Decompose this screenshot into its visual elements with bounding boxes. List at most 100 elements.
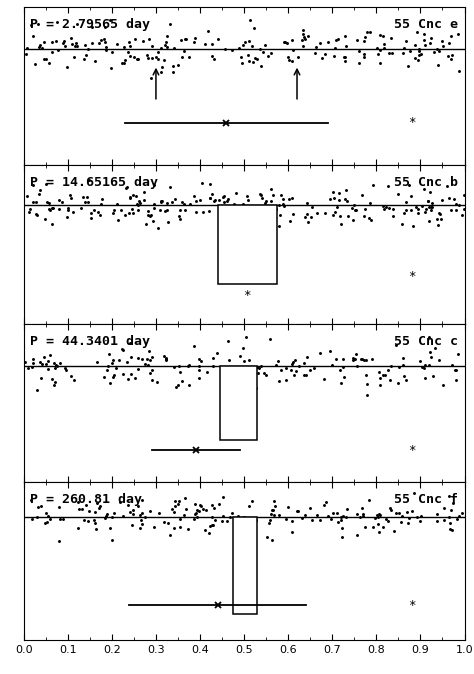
Point (268, 535, 276, 546)
Point (439, 41, 447, 52)
Point (61, 40, 69, 51)
Point (436, 355, 443, 365)
Point (169, 66, 176, 77)
Point (455, 29, 462, 40)
Point (53, 36, 60, 47)
Point (22, 49, 30, 60)
Point (376, 510, 383, 520)
Text: *: * (244, 289, 251, 303)
Point (106, 15, 114, 26)
Point (358, 354, 365, 365)
Point (230, 199, 238, 210)
Point (46, 349, 54, 360)
Point (100, 34, 108, 44)
Point (242, 361, 249, 372)
Point (171, 193, 178, 204)
Point (258, 361, 265, 372)
Point (210, 361, 217, 371)
Point (74, 497, 82, 508)
Point (210, 54, 218, 65)
Point (301, 370, 308, 381)
Point (402, 375, 410, 386)
Text: 55 Cnc c: 55 Cnc c (394, 334, 458, 348)
Point (283, 514, 290, 524)
Point (343, 40, 350, 51)
Point (246, 55, 253, 66)
Point (181, 199, 188, 210)
Point (199, 503, 207, 514)
Point (253, 515, 260, 526)
Point (170, 362, 178, 373)
Point (158, 196, 165, 207)
Point (55, 502, 62, 513)
Point (356, 512, 364, 522)
Point (109, 534, 116, 545)
Point (148, 365, 155, 376)
Point (61, 363, 69, 373)
Point (126, 192, 133, 203)
Point (100, 372, 108, 383)
Point (289, 357, 296, 367)
Point (166, 19, 173, 30)
Point (301, 212, 309, 223)
Point (68, 38, 76, 49)
Point (82, 197, 89, 208)
Point (151, 198, 158, 209)
Point (134, 200, 142, 210)
Point (289, 359, 296, 370)
Point (255, 363, 263, 373)
Point (36, 357, 44, 367)
Point (154, 47, 162, 57)
Point (126, 507, 134, 518)
Text: P = 2.79565 day: P = 2.79565 day (30, 18, 150, 31)
Point (228, 508, 236, 518)
Point (281, 36, 289, 47)
Point (81, 54, 88, 65)
Point (129, 508, 137, 519)
Point (440, 514, 448, 525)
Point (452, 374, 460, 385)
Point (63, 61, 71, 72)
Point (211, 195, 219, 206)
Point (74, 523, 82, 534)
Point (279, 199, 287, 210)
Point (259, 47, 267, 57)
Point (308, 202, 316, 213)
Point (455, 348, 462, 359)
Point (109, 355, 117, 366)
Point (106, 522, 113, 533)
Point (447, 53, 455, 64)
Point (227, 512, 234, 522)
Point (48, 36, 55, 47)
Point (95, 503, 103, 514)
Point (32, 209, 39, 220)
Point (447, 524, 454, 534)
Point (79, 192, 87, 203)
Point (161, 351, 168, 362)
Point (448, 524, 456, 535)
Point (150, 180, 157, 191)
Point (176, 214, 184, 224)
Point (182, 204, 189, 215)
Point (433, 509, 440, 520)
Point (257, 190, 264, 201)
Point (216, 499, 223, 510)
Point (156, 204, 164, 215)
Point (397, 517, 405, 528)
Point (219, 511, 227, 522)
Point (197, 499, 204, 510)
Point (42, 508, 49, 518)
Point (198, 178, 206, 189)
Point (460, 204, 468, 215)
Point (251, 53, 259, 63)
Point (340, 371, 348, 382)
Point (298, 512, 305, 523)
Point (282, 363, 290, 373)
Point (328, 514, 335, 524)
Point (191, 508, 199, 519)
Point (294, 506, 302, 517)
Point (262, 370, 269, 381)
Point (224, 336, 231, 347)
Point (434, 59, 442, 70)
Point (343, 503, 350, 514)
